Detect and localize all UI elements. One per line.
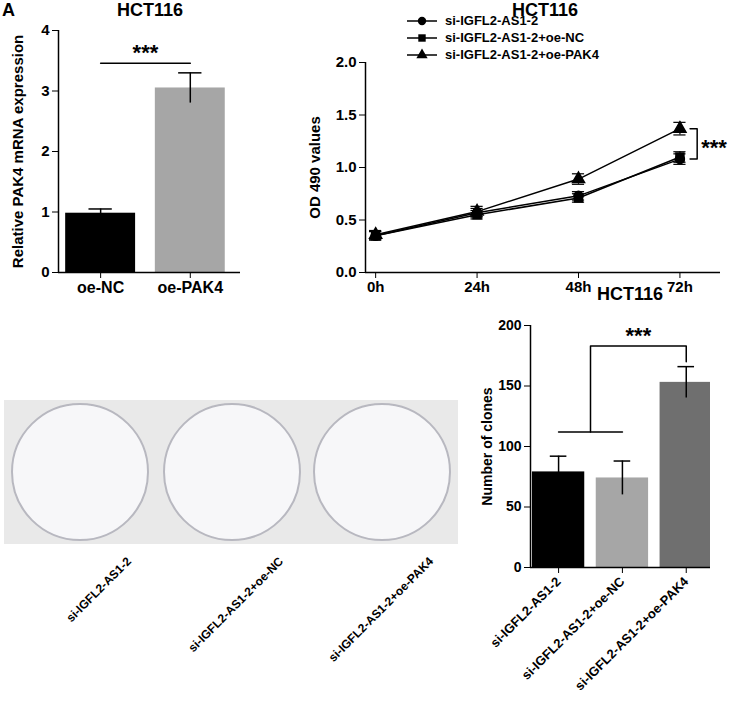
svg-text:2: 2 bbox=[41, 142, 49, 159]
svg-text:0h: 0h bbox=[367, 278, 385, 295]
svg-text:3: 3 bbox=[41, 82, 49, 99]
html-text:si-IGFL2-AS1-2+oe-PAK4: si-IGFL2-AS1-2+oe-PAK4 bbox=[445, 47, 599, 62]
html-text:HCT116: HCT116 bbox=[597, 284, 663, 304]
html-text:si-IGFL2-AS1-2: si-IGFL2-AS1-2 bbox=[445, 13, 539, 28]
svg-text:0.5: 0.5 bbox=[336, 211, 357, 228]
svg-text:100: 100 bbox=[498, 438, 522, 454]
svg-text:OD 490 values: OD 490 values bbox=[306, 116, 323, 219]
svg-text:48h: 48h bbox=[566, 278, 592, 295]
html-text:A: A bbox=[2, 0, 15, 20]
svg-text:200: 200 bbox=[498, 317, 522, 333]
svg-text:Relative PAK4 mRNA expression: Relative PAK4 mRNA expression bbox=[9, 35, 26, 268]
svg-text:50: 50 bbox=[506, 498, 522, 514]
svg-text:150: 150 bbox=[498, 377, 522, 393]
svg-text:1.0: 1.0 bbox=[336, 158, 357, 175]
html-text:HCT116: HCT116 bbox=[117, 0, 183, 20]
svg-text:***: *** bbox=[626, 323, 652, 348]
svg-text:1: 1 bbox=[41, 203, 49, 220]
svg-text:si-IGFL2-AS1-2+oe-PAK4: si-IGFL2-AS1-2+oe-PAK4 bbox=[326, 554, 437, 665]
svg-text:1.5: 1.5 bbox=[336, 106, 357, 123]
html-text:si-IGFL2-AS1-2+oe-NC: si-IGFL2-AS1-2+oe-NC bbox=[445, 30, 585, 45]
svg-text:0: 0 bbox=[514, 559, 522, 575]
svg-text:oe-NC: oe-NC bbox=[77, 279, 125, 296]
svg-text:Number of clones: Number of clones bbox=[479, 387, 495, 505]
svg-text:72h: 72h bbox=[667, 278, 693, 295]
svg-text:0: 0 bbox=[41, 263, 49, 280]
svg-text:si-IGFL2-AS1-2+oe-NC: si-IGFL2-AS1-2+oe-NC bbox=[519, 573, 628, 682]
svg-text:2.0: 2.0 bbox=[336, 53, 357, 70]
svg-text:4: 4 bbox=[41, 21, 50, 38]
svg-text:si-IGFL2-AS1-2+oe-PAK4: si-IGFL2-AS1-2+oe-PAK4 bbox=[572, 573, 692, 693]
svg-text:***: *** bbox=[701, 135, 727, 160]
svg-text:si-IGFL2-AS1-2: si-IGFL2-AS1-2 bbox=[63, 554, 134, 625]
svg-text:oe-PAK4: oe-PAK4 bbox=[158, 279, 224, 296]
svg-text:si-IGFL2-AS1-2+oe-NC: si-IGFL2-AS1-2+oe-NC bbox=[185, 554, 286, 655]
svg-text:***: *** bbox=[133, 40, 159, 65]
svg-text:0.0: 0.0 bbox=[336, 263, 357, 280]
svg-text:24h: 24h bbox=[464, 278, 490, 295]
html-text:HCT116: HCT116 bbox=[512, 0, 578, 20]
